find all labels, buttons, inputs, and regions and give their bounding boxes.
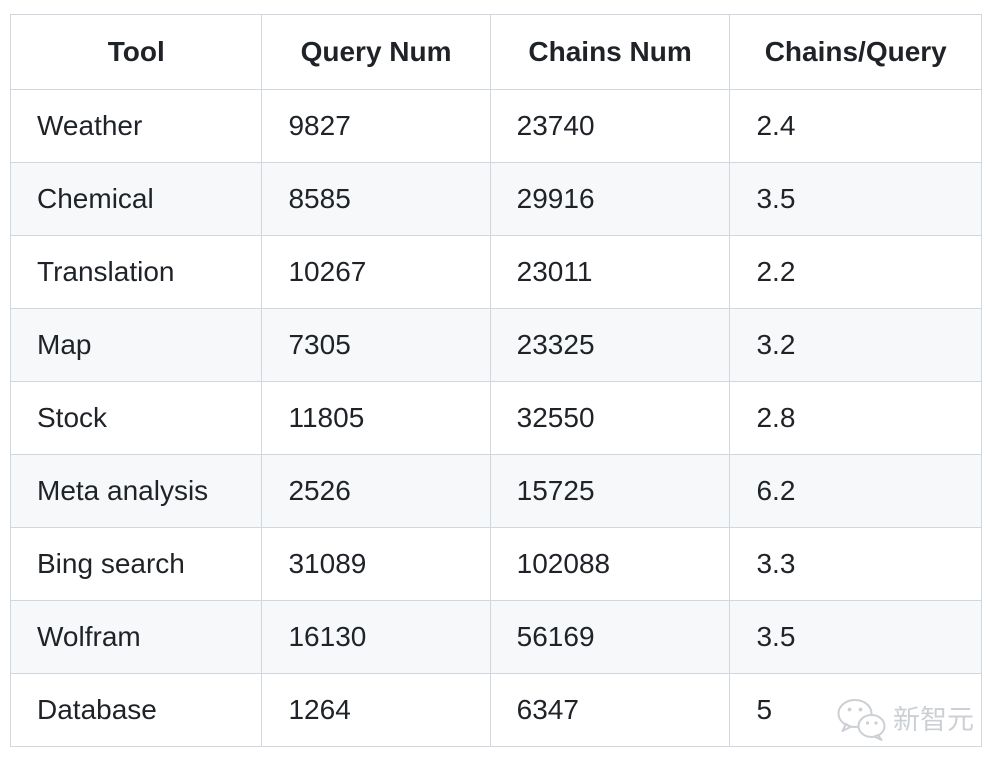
table-header: Tool Query Num Chains Num Chains/Query xyxy=(9,14,982,90)
table-body: Weather 9827 23740 2.4 Chemical 8585 299… xyxy=(9,89,982,747)
header-chains-num: Chains Num xyxy=(489,14,731,90)
cell-tool: Weather xyxy=(9,89,263,163)
cell-chains-num: 29916 xyxy=(489,162,731,236)
table-row: Meta analysis 2526 15725 6.2 xyxy=(9,454,982,528)
cell-chains-per-query: 6.2 xyxy=(729,454,982,528)
table-row: Wolfram 16130 56169 3.5 xyxy=(9,600,982,674)
tool-stats-table: Tool Query Num Chains Num Chains/Query W… xyxy=(9,14,982,747)
cell-query-num: 16130 xyxy=(261,600,491,674)
cell-chains-per-query: 3.2 xyxy=(729,308,982,382)
cell-chains-num: 23325 xyxy=(489,308,731,382)
cell-chains-num: 56169 xyxy=(489,600,731,674)
cell-chains-per-query: 3.5 xyxy=(729,162,982,236)
header-chains-per-query: Chains/Query xyxy=(729,14,982,90)
cell-tool: Translation xyxy=(9,235,263,309)
cell-chains-per-query: 3.5 xyxy=(729,600,982,674)
cell-chains-per-query: 5 xyxy=(729,673,982,747)
cell-query-num: 10267 xyxy=(261,235,491,309)
cell-chains-per-query: 2.8 xyxy=(729,381,982,455)
table-row: Database 1264 6347 5 xyxy=(9,673,982,747)
cell-tool: Wolfram xyxy=(9,600,263,674)
cell-query-num: 9827 xyxy=(261,89,491,163)
cell-chains-per-query: 3.3 xyxy=(729,527,982,601)
cell-chains-num: 32550 xyxy=(489,381,731,455)
table-row: Bing search 31089 102088 3.3 xyxy=(9,527,982,601)
cell-chains-num: 15725 xyxy=(489,454,731,528)
header-tool: Tool xyxy=(9,14,263,90)
cell-chains-per-query: 2.4 xyxy=(729,89,982,163)
cell-query-num: 1264 xyxy=(261,673,491,747)
header-row: Tool Query Num Chains Num Chains/Query xyxy=(9,14,982,90)
cell-tool: Chemical xyxy=(9,162,263,236)
table-row: Map 7305 23325 3.2 xyxy=(9,308,982,382)
cell-query-num: 2526 xyxy=(261,454,491,528)
cell-tool: Stock xyxy=(9,381,263,455)
table-row: Stock 11805 32550 2.8 xyxy=(9,381,982,455)
cell-chains-num: 23011 xyxy=(489,235,731,309)
table-row: Translation 10267 23011 2.2 xyxy=(9,235,982,309)
cell-chains-num: 23740 xyxy=(489,89,731,163)
cell-query-num: 11805 xyxy=(261,381,491,455)
cell-query-num: 7305 xyxy=(261,308,491,382)
cell-tool: Bing search xyxy=(9,527,263,601)
cell-query-num: 31089 xyxy=(261,527,491,601)
cell-chains-num: 6347 xyxy=(489,673,731,747)
cell-chains-num: 102088 xyxy=(489,527,731,601)
cell-tool: Meta analysis xyxy=(9,454,263,528)
table-row: Chemical 8585 29916 3.5 xyxy=(9,162,982,236)
cell-chains-per-query: 2.2 xyxy=(729,235,982,309)
table-row: Weather 9827 23740 2.4 xyxy=(9,89,982,163)
header-query-num: Query Num xyxy=(261,14,491,90)
cell-query-num: 8585 xyxy=(261,162,491,236)
cell-tool: Map xyxy=(9,308,263,382)
cell-tool: Database xyxy=(9,673,263,747)
